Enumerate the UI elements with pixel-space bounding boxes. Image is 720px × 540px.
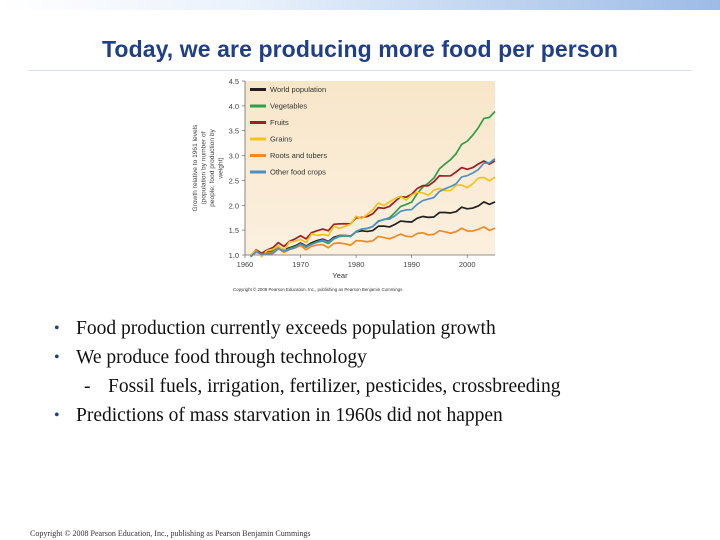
legend-label: Grains — [270, 135, 292, 144]
legend-label: Other food crops — [270, 168, 326, 177]
y-tick-label: 2.5 — [229, 176, 239, 185]
bullet-icon: • — [54, 407, 60, 424]
dash-icon: - — [84, 376, 91, 397]
chart-credit: Copyright © 2008 Pearson Education, Inc.… — [233, 287, 403, 292]
series-line-grains — [250, 176, 496, 258]
bullet-item: • Predictions of mass starvation in 1960… — [54, 401, 714, 430]
bullet-icon: • — [54, 349, 60, 366]
legend-label: World population — [270, 85, 326, 94]
sub-bullet-text: Fossil fuels, irrigation, fertilizer, pe… — [108, 376, 561, 397]
page-title: Today, we are producing more food per pe… — [101, 36, 618, 62]
y-axis-label: Growth relative to 1961 levels (populatio… — [192, 124, 225, 212]
x-tick-label: 1990 — [403, 260, 420, 269]
y-tick-label: 2.0 — [229, 201, 239, 210]
y-tick-label: 4.5 — [229, 77, 239, 86]
bullet-item: • Food production currently exceeds popu… — [54, 314, 714, 343]
legend-label: Fruits — [270, 118, 289, 127]
bullet-list: • Food production currently exceeds popu… — [54, 314, 714, 430]
top-gradient-band — [0, 0, 720, 10]
y-tick-label: 3.0 — [229, 152, 239, 161]
legend-label: Vegetables — [270, 102, 307, 111]
bullet-text: We produce food through technology — [76, 347, 367, 368]
y-tick-label: 1.5 — [229, 226, 239, 235]
x-tick-label: 1980 — [348, 260, 365, 269]
bullet-icon: • — [54, 320, 60, 337]
chart-figure: 1.0 1.5 2.0 2.5 3.0 3.5 4.0 4.5 1960 1970 1980 1990… — [185, 75, 505, 300]
sub-bullet-item: - Fossil fuels, irrigation, fertilizer, … — [54, 372, 714, 401]
legend-label: Roots and tubers — [270, 151, 327, 160]
line-chart: 1.0 1.5 2.0 2.5 3.0 3.5 4.0 4.5 1960 1970 1980 1990… — [192, 77, 496, 292]
series-line-fruits — [249, 160, 496, 257]
series-line-other-food-crops — [250, 158, 496, 258]
bullet-text: Food production currently exceeds popula… — [76, 318, 496, 339]
x-axis-label: Year — [332, 271, 348, 280]
y-tick-label: 3.5 — [229, 127, 239, 136]
x-tick-label: 1970 — [292, 260, 309, 269]
bullet-item: • We produce food through technology — [54, 343, 714, 372]
y-tick-label: 4.0 — [229, 102, 239, 111]
plot-area — [245, 81, 495, 255]
y-tick-label: 1.0 — [229, 251, 239, 260]
x-tick-label: 1960 — [237, 260, 254, 269]
title-divider — [28, 70, 692, 71]
x-tick-label: 2000 — [459, 260, 476, 269]
footer-copyright: Copyright © 2008 Pearson Education, Inc.… — [30, 529, 311, 538]
bullet-text: Predictions of mass starvation in 1960s … — [76, 405, 503, 426]
